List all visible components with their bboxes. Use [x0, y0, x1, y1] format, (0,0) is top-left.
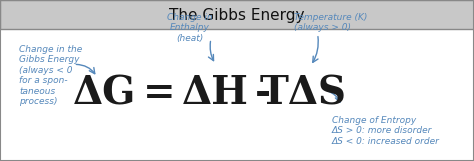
- Text: Change of Entropy
ΔS > 0: more disorder
ΔS < 0: increased order: Change of Entropy ΔS > 0: more disorder …: [332, 116, 440, 146]
- Text: ΔG: ΔG: [73, 74, 136, 112]
- Text: =: =: [143, 74, 175, 112]
- Text: Change in
Enthalpy
(heat): Change in Enthalpy (heat): [167, 13, 212, 43]
- Text: TΔS: TΔS: [260, 74, 347, 112]
- Text: ΔH: ΔH: [182, 74, 249, 112]
- Text: Temperature (K)
(always > 0): Temperature (K) (always > 0): [294, 13, 367, 32]
- Text: Change in the
Gibbs Energy
(always < 0
for a spon-
taneous
process): Change in the Gibbs Energy (always < 0 f…: [19, 45, 82, 106]
- FancyBboxPatch shape: [0, 0, 474, 29]
- Text: -: -: [255, 74, 271, 112]
- Text: The Gibbs Energy: The Gibbs Energy: [169, 8, 305, 23]
